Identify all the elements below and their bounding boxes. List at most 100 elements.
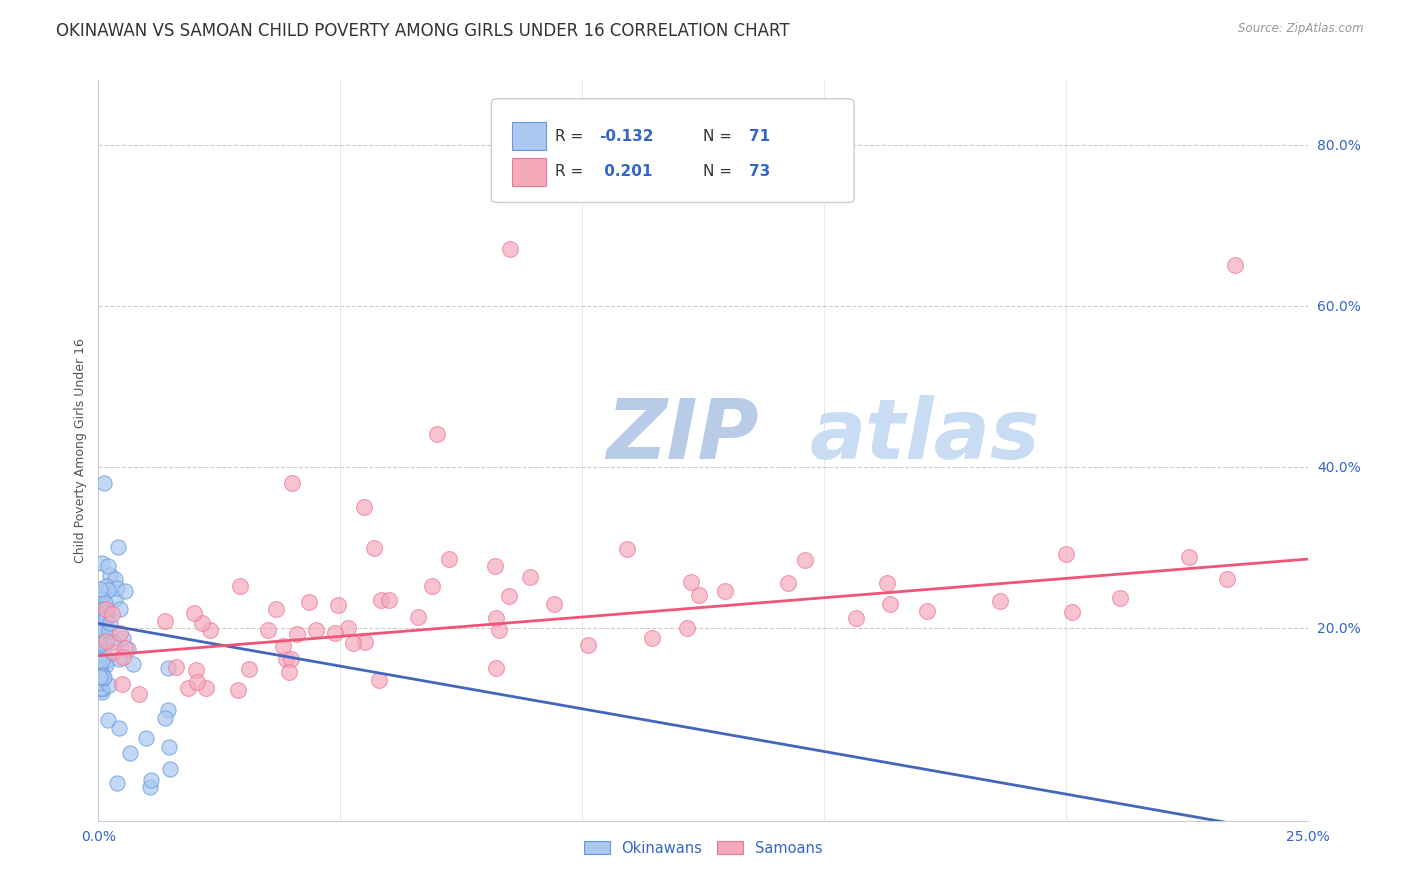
Point: [94, 634, 117, 648]
Point: [1054, 548, 1077, 562]
Point: [191, 615, 214, 630]
Point: [96, 604, 118, 618]
Point: [94, 625, 117, 640]
Point: [498, 589, 520, 603]
Point: [94, 602, 117, 616]
Point: [105, 581, 128, 595]
Point: [89, 638, 111, 652]
Point: [139, 780, 162, 795]
Text: ZIP: ZIP: [606, 395, 759, 476]
Point: [91, 671, 114, 685]
Point: [278, 665, 301, 679]
Point: [90, 591, 112, 606]
Text: 73: 73: [749, 164, 770, 179]
Point: [91, 623, 114, 637]
Point: [616, 542, 638, 557]
Point: [354, 634, 377, 648]
Point: [155, 614, 177, 628]
Text: R =: R =: [555, 128, 589, 144]
Point: [157, 703, 180, 717]
Point: [298, 595, 321, 609]
Point: [87, 620, 110, 634]
Point: [90, 632, 112, 647]
Text: N =: N =: [703, 128, 737, 144]
Text: 0.201: 0.201: [599, 164, 652, 179]
Point: [778, 575, 800, 590]
Point: [988, 593, 1011, 607]
Point: [114, 584, 136, 599]
Point: [276, 652, 298, 666]
FancyBboxPatch shape: [492, 99, 855, 202]
Point: [101, 607, 124, 621]
Point: [93, 624, 115, 639]
Point: [1178, 550, 1201, 565]
Point: [93, 606, 115, 620]
Point: [226, 683, 249, 698]
Point: [420, 579, 443, 593]
Point: [108, 721, 131, 735]
Point: [363, 541, 385, 556]
Point: [271, 639, 294, 653]
Point: [121, 657, 143, 672]
Point: [194, 681, 217, 695]
Text: -0.132: -0.132: [599, 128, 654, 144]
Point: [93, 475, 115, 490]
Point: [91, 624, 114, 638]
Point: [139, 772, 162, 787]
Point: [97, 713, 120, 727]
Point: [89, 633, 111, 648]
Point: [111, 677, 134, 691]
Point: [89, 676, 111, 690]
Point: [89, 607, 111, 621]
Y-axis label: Child Poverty Among Girls Under 16: Child Poverty Among Girls Under 16: [75, 338, 87, 563]
Point: [285, 627, 308, 641]
Point: [876, 576, 898, 591]
Point: [183, 606, 205, 620]
Point: [917, 604, 939, 618]
Point: [108, 602, 131, 616]
Point: [370, 593, 392, 607]
Point: [543, 597, 565, 611]
Point: [281, 475, 304, 490]
Point: [98, 568, 121, 582]
Text: N =: N =: [703, 164, 737, 179]
Point: [484, 611, 506, 625]
Point: [367, 673, 389, 688]
Point: [714, 584, 737, 599]
Point: [103, 645, 125, 659]
FancyBboxPatch shape: [512, 122, 546, 150]
Point: [1223, 259, 1246, 273]
Point: [93, 670, 115, 684]
Text: Source: ZipAtlas.com: Source: ZipAtlas.com: [1239, 22, 1364, 36]
Point: [681, 574, 703, 589]
Point: [98, 678, 121, 692]
Point: [328, 598, 350, 612]
Point: [135, 731, 157, 745]
Text: 71: 71: [749, 128, 770, 144]
Point: [1060, 605, 1083, 619]
Point: [101, 635, 124, 649]
Point: [1109, 591, 1132, 605]
Point: [879, 597, 901, 611]
Point: [426, 427, 449, 442]
Point: [89, 670, 111, 684]
Point: [91, 654, 114, 668]
Point: [688, 588, 710, 602]
Point: [108, 626, 131, 640]
Point: [104, 572, 127, 586]
Point: [198, 624, 221, 638]
Point: [406, 610, 429, 624]
Point: [93, 596, 115, 610]
Point: [257, 624, 280, 638]
Point: [89, 582, 111, 596]
Point: [280, 652, 302, 666]
Point: [305, 623, 328, 637]
Point: [353, 500, 375, 514]
Point: [89, 661, 111, 675]
Point: [104, 591, 127, 606]
Point: [98, 616, 121, 631]
Point: [238, 663, 260, 677]
Point: [87, 630, 110, 644]
Point: [89, 596, 111, 610]
Point: [485, 661, 508, 675]
